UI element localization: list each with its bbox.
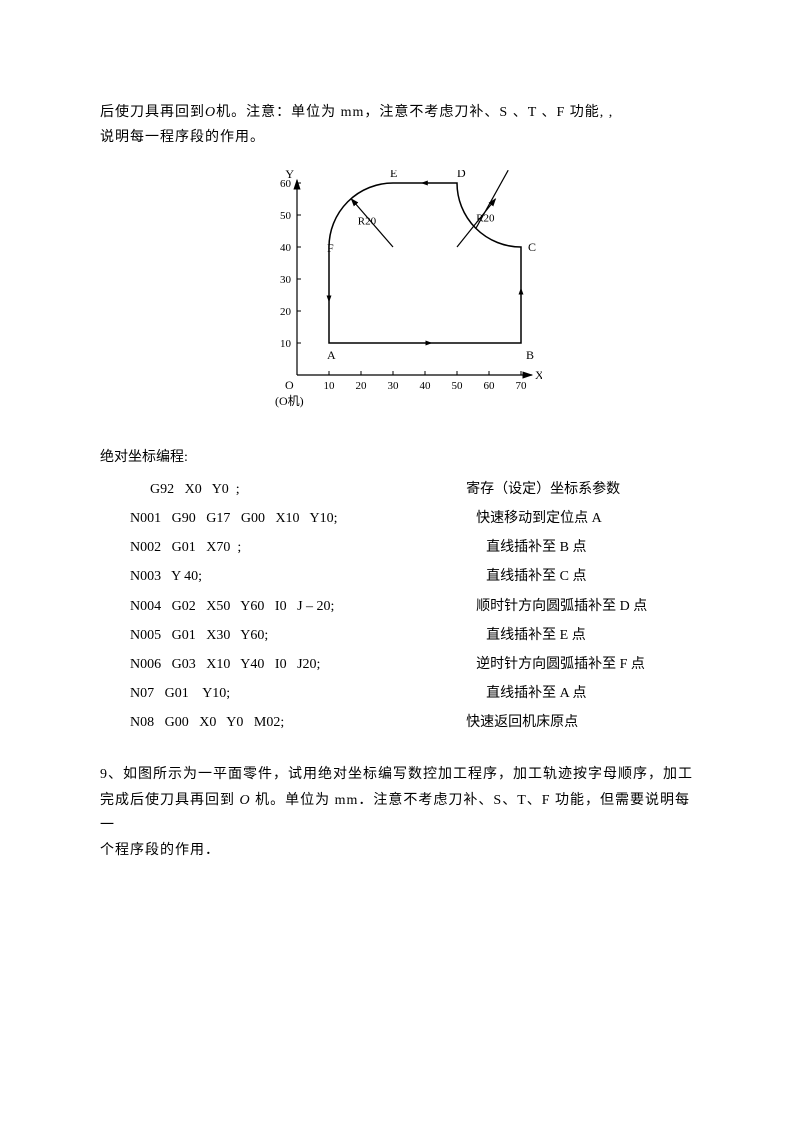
- svg-text:B: B: [526, 348, 534, 362]
- svg-text:X: X: [535, 368, 542, 382]
- program-row: N004 G02 X50 Y60 I0 J – 20;顺时针方向圆弧插补至 D …: [100, 592, 693, 621]
- program-row: N005 G01 X30 Y60;直线插补至 E 点: [100, 621, 693, 650]
- svg-text:70: 70: [515, 380, 527, 392]
- program-table: G92 X0 Y0 ;寄存（设定）坐标系参数N001 G90 G17 G00 X…: [100, 475, 693, 738]
- program-code: N08 G00 X0 Y0 M02;: [100, 708, 426, 737]
- program-code: N003 Y 40;: [100, 562, 426, 591]
- program-row: N07 G01 Y10;直线插补至 A 点: [100, 679, 693, 708]
- svg-text:30: 30: [280, 274, 292, 286]
- program-row: N006 G03 X10 Y40 I0 J20;逆时针方向圆弧插补至 F 点: [100, 650, 693, 679]
- section-label: 绝对坐标编程:: [100, 445, 693, 470]
- program-comment: 快速移动到定位点 A: [426, 504, 693, 533]
- program-code: G92 X0 Y0 ;: [100, 475, 426, 504]
- program-row: G92 X0 Y0 ;寄存（设定）坐标系参数: [100, 475, 693, 504]
- svg-text:R20: R20: [357, 216, 376, 228]
- program-row: N001 G90 G17 G00 X10 Y10;快速移动到定位点 A: [100, 504, 693, 533]
- svg-text:60: 60: [280, 178, 292, 190]
- svg-text:10: 10: [323, 380, 335, 392]
- svg-text:20: 20: [280, 306, 292, 318]
- coordinate-chart-svg: XYO(O机)10203040506070102030405060ABCDEFR…: [252, 170, 542, 420]
- svg-text:60: 60: [483, 380, 495, 392]
- program-comment: 逆时针方向圆弧插补至 F 点: [426, 650, 693, 679]
- svg-text:D: D: [457, 170, 466, 180]
- svg-text:E: E: [390, 170, 397, 180]
- program-code: N001 G90 G17 G00 X10 Y10;: [100, 504, 426, 533]
- svg-text:10: 10: [280, 338, 292, 350]
- svg-text:30: 30: [387, 380, 399, 392]
- program-comment: 直线插补至 E 点: [426, 621, 693, 650]
- intro-line-1: 后使刀具再回到O机。注意：单位为 mm，注意不考虑刀补、S 、T 、F 功能, …: [100, 100, 693, 125]
- program-row: N08 G00 X0 Y0 M02;快速返回机床原点: [100, 708, 693, 737]
- program-row: N002 G01 X70 ;直线插补至 B 点: [100, 533, 693, 562]
- svg-text:40: 40: [419, 380, 431, 392]
- program-code: N006 G03 X10 Y40 I0 J20;: [100, 650, 426, 679]
- svg-text:F: F: [327, 241, 334, 255]
- svg-text:C: C: [528, 240, 536, 254]
- svg-text:20: 20: [355, 380, 367, 392]
- program-code: N002 G01 X70 ;: [100, 533, 426, 562]
- question-line-3: 个程序段的作用．: [100, 838, 693, 863]
- program-code: N005 G01 X30 Y60;: [100, 621, 426, 650]
- svg-text:40: 40: [280, 242, 292, 254]
- program-comment: 寄存（设定）坐标系参数: [426, 475, 693, 504]
- program-code: N004 G02 X50 Y60 I0 J – 20;: [100, 592, 426, 621]
- intro-line-2: 说明每一程序段的作用。: [100, 125, 693, 150]
- question-text: 9、如图所示为一平面零件，试用绝对坐标编写数控加工程序，加工轨迹按字母顺序，加工…: [100, 762, 693, 863]
- program-comment: 直线插补至 C 点: [426, 562, 693, 591]
- program-code: N07 G01 Y10;: [100, 679, 426, 708]
- intro-text: 后使刀具再回到O机。注意：单位为 mm，注意不考虑刀补、S 、T 、F 功能, …: [100, 100, 693, 150]
- question-line-1: 9、如图所示为一平面零件，试用绝对坐标编写数控加工程序，加工轨迹按字母顺序，加工: [100, 762, 693, 787]
- program-row: N003 Y 40;直线插补至 C 点: [100, 562, 693, 591]
- program-comment: 直线插补至 B 点: [426, 533, 693, 562]
- svg-text:(O机): (O机): [275, 394, 304, 408]
- question-line-2: 完成后使刀具再回到 O 机。单位为 mm．注意不考虑刀补、S、T、F 功能，但需…: [100, 788, 693, 838]
- program-comment: 快速返回机床原点: [426, 708, 693, 737]
- svg-text:O: O: [285, 378, 294, 392]
- coordinate-chart: XYO(O机)10203040506070102030405060ABCDEFR…: [100, 170, 693, 429]
- svg-text:R20: R20: [476, 213, 495, 225]
- program-comment: 直线插补至 A 点: [426, 679, 693, 708]
- svg-text:50: 50: [451, 380, 463, 392]
- svg-text:50: 50: [280, 210, 292, 222]
- program-comment: 顺时针方向圆弧插补至 D 点: [426, 592, 693, 621]
- svg-text:A: A: [327, 348, 336, 362]
